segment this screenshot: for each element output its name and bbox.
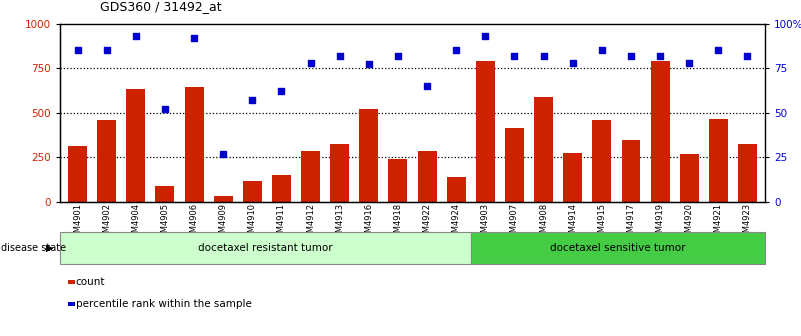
Bar — [360, 109, 378, 202]
Point — [595, 47, 608, 53]
Point — [100, 47, 113, 53]
Bar — [505, 128, 524, 202]
Point — [625, 53, 638, 58]
Point — [304, 60, 317, 66]
Text: docetaxel resistant tumor: docetaxel resistant tumor — [199, 243, 333, 253]
Point — [333, 53, 346, 58]
Text: percentile rank within the sample: percentile rank within the sample — [76, 299, 252, 309]
Point — [741, 53, 754, 58]
Bar — [184, 87, 203, 202]
Point — [159, 106, 171, 112]
Bar — [622, 140, 641, 202]
Point — [392, 53, 405, 58]
Bar — [680, 155, 698, 202]
Bar — [155, 185, 175, 202]
Bar — [301, 151, 320, 202]
Point — [566, 60, 579, 66]
Point — [450, 47, 463, 53]
Bar — [738, 144, 757, 202]
Bar — [330, 144, 349, 202]
Point — [654, 53, 666, 58]
Point — [71, 47, 84, 53]
Bar — [650, 61, 670, 202]
Point — [362, 62, 375, 67]
Text: disease state: disease state — [1, 243, 66, 253]
Text: count: count — [76, 277, 105, 287]
Bar — [476, 61, 495, 202]
Bar — [563, 153, 582, 202]
Point — [421, 83, 433, 88]
Bar — [60, 232, 471, 264]
Point — [508, 53, 521, 58]
Point — [537, 53, 550, 58]
Bar — [447, 177, 465, 202]
Bar — [417, 151, 437, 202]
Point — [246, 97, 259, 103]
Bar — [243, 181, 262, 202]
Point — [187, 35, 200, 40]
Point — [712, 47, 725, 53]
Bar — [471, 232, 765, 264]
Bar — [272, 175, 291, 202]
Point — [130, 33, 143, 39]
Bar — [593, 120, 611, 202]
Bar — [97, 120, 116, 202]
Bar — [388, 159, 408, 202]
Bar — [127, 88, 145, 202]
Bar — [68, 146, 87, 202]
Bar — [709, 119, 728, 202]
Point — [682, 60, 695, 66]
Point — [217, 151, 230, 156]
Text: ▶: ▶ — [46, 243, 54, 253]
Bar — [534, 96, 553, 202]
Point — [275, 88, 288, 94]
Text: GDS360 / 31492_at: GDS360 / 31492_at — [100, 0, 222, 13]
Text: docetaxel sensitive tumor: docetaxel sensitive tumor — [550, 243, 686, 253]
Bar — [214, 196, 232, 202]
Point — [479, 33, 492, 39]
